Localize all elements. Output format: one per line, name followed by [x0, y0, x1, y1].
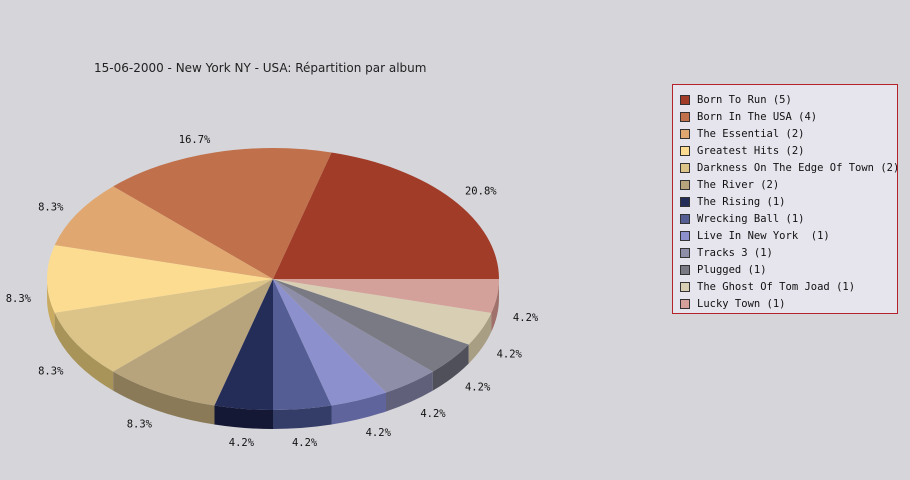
slice-lucky-town[interactable]	[273, 279, 499, 313]
slice-greatest-hits[interactable]	[47, 245, 274, 313]
legend-item-greatest-hits[interactable]: Greatest Hits (2)	[680, 142, 897, 159]
legend-label: Born In The USA (4)	[697, 110, 818, 123]
legend-swatch	[680, 281, 690, 292]
legend-label: Wrecking Ball (1)	[697, 212, 805, 225]
slice-side-lucky-town	[491, 279, 499, 332]
legend-swatch	[680, 111, 690, 122]
legend-item-plugged[interactable]: Plugged (1)	[680, 261, 897, 278]
legend-swatch	[680, 264, 690, 275]
legend-item-the-ghost-of-tom-joad[interactable]: The Ghost Of Tom Joad (1)	[680, 278, 897, 295]
slice-side-the-river	[113, 371, 215, 425]
legend-label: Darkness On The Edge Of Town (2)	[697, 161, 900, 174]
percent-label-the-river: 8.3%	[127, 419, 153, 431]
percent-label-plugged: 4.2%	[465, 381, 491, 393]
percent-label-lucky-town: 4.2%	[513, 312, 539, 324]
legend-swatch	[680, 145, 690, 156]
legend-swatch	[680, 298, 690, 309]
slice-side-the-ghost-of-tom-joad	[468, 312, 492, 364]
chart-legend: Born To Run (5) Born In The USA (4) The Es…	[672, 84, 900, 314]
percent-label-the-essential: 8.3%	[38, 202, 64, 214]
legend-item-born-in-the-usa[interactable]: Born In The USA (4)	[680, 108, 897, 125]
legend-label: The Rising (1)	[697, 195, 786, 208]
slice-the-river[interactable]	[113, 279, 273, 406]
slice-the-ghost-of-tom-joad[interactable]	[273, 279, 492, 345]
legend-swatch	[680, 162, 690, 173]
legend-swatch	[680, 247, 690, 258]
legend-swatch	[680, 196, 690, 207]
legend-item-born-to-run[interactable]: Born To Run (5)	[680, 91, 897, 108]
percent-label-live-in-new-york: 4.2%	[366, 427, 392, 439]
pie-depth-layer	[47, 279, 499, 429]
legend-label: The River (2)	[697, 178, 780, 191]
percent-label-born-to-run: 20.8%	[465, 186, 497, 198]
legend-item-the-essential[interactable]: The Essential (2)	[680, 125, 897, 142]
slice-side-live-in-new-york	[331, 392, 386, 425]
legend-label: Greatest Hits (2)	[697, 144, 805, 157]
slice-side-plugged	[432, 344, 469, 391]
legend-label: Born To Run (5)	[697, 93, 792, 106]
legend-item-lucky-town[interactable]: Lucky Town (1)	[680, 295, 897, 312]
slice-born-to-run[interactable]	[273, 152, 499, 279]
slice-the-rising[interactable]	[214, 279, 273, 410]
slice-plugged[interactable]	[273, 279, 469, 372]
legend-label: Tracks 3 (1)	[697, 246, 773, 259]
legend-item-tracks-3[interactable]: Tracks 3 (1)	[680, 244, 897, 261]
slice-tracks-3[interactable]	[273, 279, 433, 393]
pie-top-layer	[47, 148, 499, 410]
legend-item-the-river[interactable]: The River (2)	[680, 176, 897, 193]
chart-title: 15-06-2000 - New York NY - USA: Répartit…	[94, 61, 427, 75]
percent-label-wrecking-ball: 4.2%	[292, 437, 318, 449]
slice-the-essential[interactable]	[54, 186, 274, 279]
legend-item-darkness-on-the-edge-of-town[interactable]: Darkness On The Edge Of Town (2)	[680, 159, 900, 176]
legend-item-the-rising[interactable]: The Rising (1)	[680, 193, 897, 210]
percent-label-the-ghost-of-tom-joad: 4.2%	[497, 348, 523, 360]
legend-label: Live In New York (1)	[697, 229, 830, 242]
slice-wrecking-ball[interactable]	[273, 279, 332, 410]
percent-label-born-in-the-usa: 16.7%	[179, 134, 211, 146]
legend-swatch	[680, 94, 690, 105]
legend-swatch	[680, 230, 690, 241]
legend-label: The Essential (2)	[697, 127, 805, 140]
legend-swatch	[680, 179, 690, 190]
slice-darkness-on-the-edge-of-town[interactable]	[54, 279, 274, 372]
pie-label-layer: 20.8% 16.7% 8.3% 8.3% 8.3% 8.3% 4.2% 4.2% 4.2% 4.…	[6, 134, 539, 449]
legend-item-wrecking-ball[interactable]: Wrecking Ball (1)	[680, 210, 897, 227]
legend-label: Plugged (1)	[697, 263, 767, 276]
legend-swatch	[680, 213, 690, 224]
percent-label-tracks-3: 4.2%	[420, 408, 446, 420]
percent-label-the-rising: 4.2%	[229, 437, 255, 449]
legend-label: Lucky Town (1)	[697, 297, 786, 310]
legend-label: The Ghost Of Tom Joad (1)	[697, 280, 856, 293]
percent-label-greatest-hits: 8.3%	[6, 293, 32, 305]
slice-born-in-the-usa[interactable]	[113, 148, 332, 279]
slice-side-wrecking-ball	[273, 405, 332, 429]
slice-side-tracks-3	[386, 371, 433, 412]
legend-item-live-in-new-york[interactable]: Live In New York (1)	[680, 227, 897, 244]
percent-label-darkness-on-the-edge-of-town: 8.3%	[38, 366, 64, 378]
slice-side-greatest-hits	[47, 279, 55, 332]
slice-side-the-rising	[214, 405, 273, 429]
slice-live-in-new-york[interactable]	[273, 279, 386, 406]
slice-side-darkness-on-the-edge-of-town	[54, 312, 114, 391]
legend-swatch	[680, 128, 690, 139]
